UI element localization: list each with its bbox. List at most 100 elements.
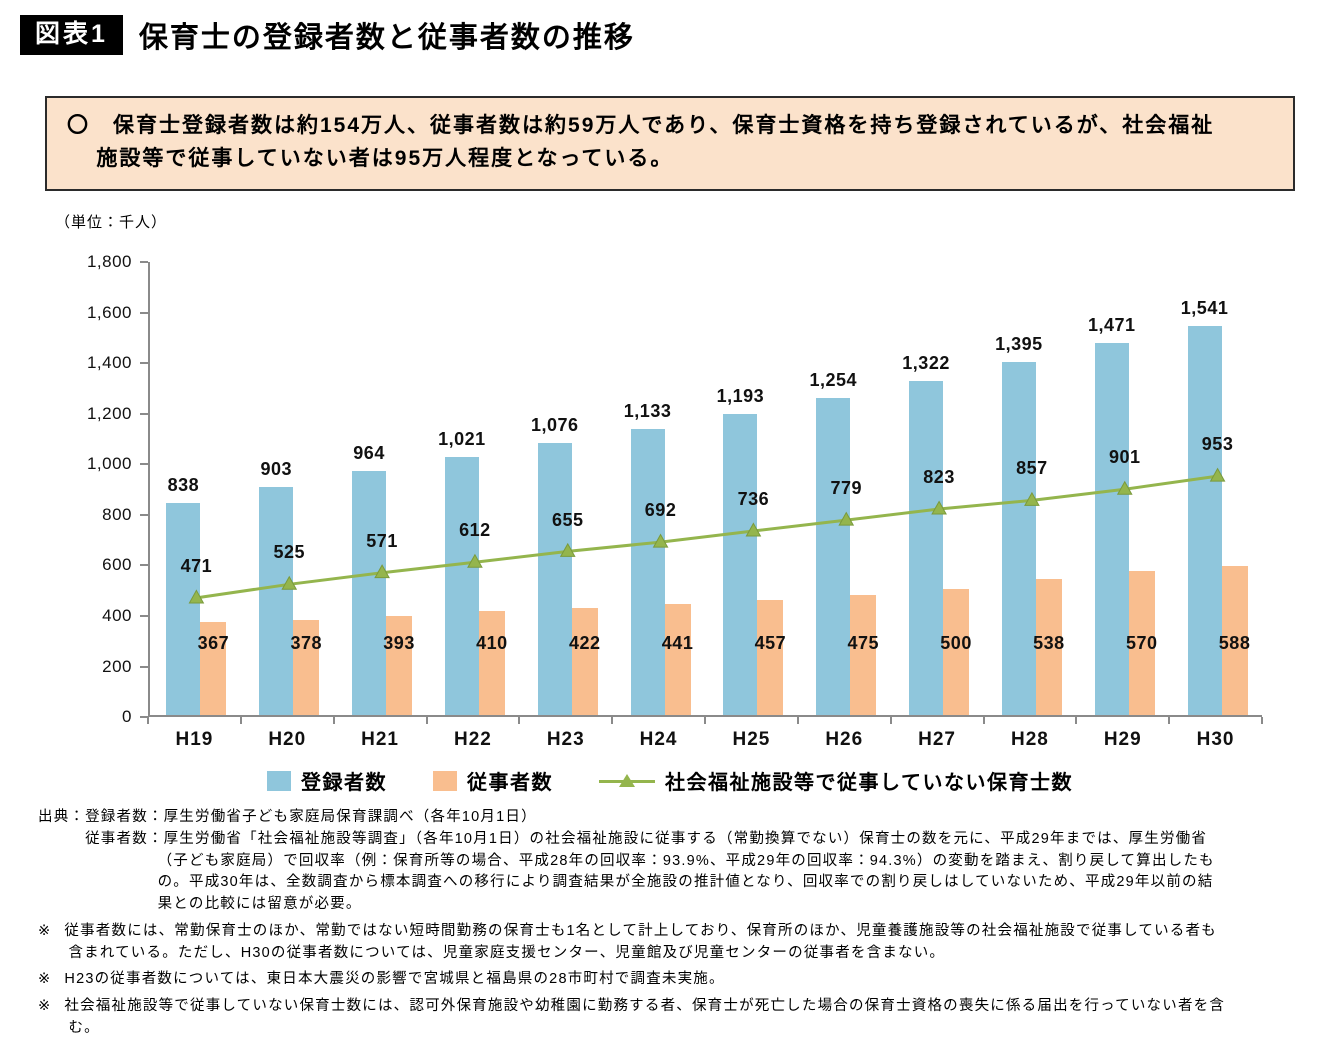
remark-2-text: H23の従事者数については、東日本大震災の影響で宮城県と福島県の28市町村で調査…	[64, 971, 725, 988]
value-label-employed: 410	[476, 633, 508, 654]
bar-employed	[386, 615, 413, 716]
source-label: 出典：	[38, 809, 86, 826]
source-content: 登録者数：厚生労働省子ども家庭局保育課調べ（各年10月1日） 従事者数：厚生労働…	[85, 807, 1225, 916]
value-label-registered: 1,193	[716, 385, 765, 406]
legend-label-not-working: 社会福祉施設等で従事していない保育士数	[665, 772, 1073, 795]
value-label-employed: 588	[1218, 633, 1251, 654]
x-axis-tick	[332, 717, 335, 725]
bar-registered	[352, 471, 387, 716]
remark-2-marker: ※	[38, 971, 52, 988]
bar-registered	[259, 486, 294, 716]
value-label-registered: 1,471	[1087, 315, 1136, 336]
value-label-employed: 538	[1033, 633, 1065, 654]
x-axis-tick	[147, 717, 149, 725]
trend-marker	[467, 553, 483, 568]
y-axis-label: 1,600	[86, 302, 132, 322]
bar-employed	[943, 588, 970, 716]
triangle-marker-icon	[619, 773, 636, 787]
bar-registered	[909, 380, 944, 716]
remark-2: ※ H23の従事者数については、東日本大震災の影響で宮城県と福島県の28市町村で調…	[38, 969, 1228, 991]
value-label-not-working: 692	[644, 500, 677, 521]
bar-registered	[1187, 325, 1222, 716]
bar-employed	[478, 611, 505, 716]
y-axis-label: 1,800	[86, 252, 132, 272]
callout-box: 〇 保育士登録者数は約154万人、従事者数は約59万人であり、保育士資格を持ち登…	[45, 96, 1295, 192]
bar-registered	[1001, 362, 1036, 716]
x-axis-tick	[889, 717, 892, 725]
value-label-not-working: 471	[180, 556, 213, 577]
bar-registered	[816, 398, 851, 716]
bar-registered	[630, 428, 665, 716]
x-axis-label: H23	[546, 729, 585, 751]
x-axis-label: H21	[361, 729, 399, 751]
trend-marker	[1209, 467, 1226, 482]
bar-registered	[537, 443, 572, 716]
value-label-registered: 1,021	[438, 429, 486, 450]
y-axis-tick	[140, 261, 148, 264]
y-axis-label: 800	[102, 504, 132, 524]
bar-registered	[1094, 343, 1129, 716]
trend-marker	[1116, 480, 1133, 495]
x-axis-label: H22	[453, 729, 492, 751]
bar-employed	[1035, 579, 1062, 716]
value-label-not-working: 823	[923, 467, 955, 488]
value-label-employed: 367	[197, 633, 230, 654]
x-axis-tick	[796, 717, 799, 725]
value-label-not-working: 779	[830, 478, 863, 499]
value-label-registered: 903	[260, 458, 293, 479]
remark-3-text: 社会福祉施設等で従事していない保育士数には、認可外保育施設や幼稚園に勤務する者、…	[64, 998, 1226, 1036]
x-axis-label: H20	[268, 729, 307, 751]
legend-label-registered: 登録者数	[301, 772, 388, 795]
unit-label: （単位：千人）	[55, 214, 168, 232]
chart-area: 838 367 471 903 378 525 964 393 571 1,021 410 612 1,…	[0, 236, 1340, 758]
bar-employed	[850, 595, 877, 716]
plot-area: 838 367 471 903 378 525 964 393 571 1,021 410 612 1,…	[148, 262, 1262, 718]
value-label-employed: 422	[568, 633, 601, 654]
x-axis-tick	[611, 717, 614, 725]
value-label-not-working: 736	[737, 489, 770, 510]
y-axis-tick	[140, 716, 148, 719]
y-axis-tick	[140, 665, 148, 668]
bar-employed	[293, 619, 320, 716]
value-label-not-working: 571	[366, 530, 398, 551]
bar-employed	[664, 603, 691, 716]
value-label-employed: 475	[847, 633, 880, 654]
x-axis-tick	[1075, 717, 1078, 725]
remark-3-marker: ※	[38, 998, 52, 1015]
y-axis-label: 200	[102, 656, 132, 676]
value-label-employed: 378	[290, 633, 323, 654]
y-axis-tick	[140, 362, 148, 365]
value-label-not-working: 525	[273, 542, 306, 563]
page-title: 保育士の登録者数と従事者数の推移	[138, 22, 635, 54]
value-label-not-working: 953	[1201, 434, 1234, 455]
y-axis-tick	[140, 311, 148, 314]
bar-employed	[1128, 571, 1155, 716]
bar-registered	[723, 413, 758, 716]
legend-item-employed: 従事者数	[433, 766, 553, 795]
value-label-registered: 838	[167, 475, 200, 496]
remark-1-text: 従事者数には、常勤保育士のほか、常勤ではない短時間勤務の保育士も1名として計上し…	[64, 922, 1217, 961]
trend-line	[196, 474, 1218, 600]
trend-line-svg	[188, 467, 1226, 604]
y-axis-tick	[140, 412, 148, 415]
bar-employed	[200, 622, 227, 716]
value-label-employed: 441	[661, 633, 694, 654]
x-axis-tick	[518, 717, 521, 725]
y-axis-tick	[140, 513, 148, 516]
notes: 出典： 登録者数：厚生労働省子ども家庭局保育課調べ（各年10月1日） 従事者数：…	[38, 807, 1312, 1040]
y-axis-label: 1,200	[86, 403, 132, 423]
figure-page: 図表1 保育士の登録者数と従事者数の推移 〇 保育士登録者数は約154万人、従事…	[0, 14, 1340, 1040]
x-axis-label: H30	[1196, 729, 1235, 751]
figure-tag: 図表1	[20, 14, 123, 56]
value-label-employed: 570	[1125, 633, 1158, 654]
legend-label-employed: 従事者数	[467, 772, 554, 795]
source-item-employed: 従事者数：厚生労働省「社会福祉施設等調査」（各年10月1日）の社会福祉施設に従事…	[85, 830, 1215, 913]
line-marker-icon	[599, 771, 656, 791]
value-label-registered: 1,133	[623, 400, 672, 421]
x-axis-label: H25	[732, 729, 771, 751]
trend-marker	[374, 564, 390, 579]
y-axis-tick	[140, 564, 148, 567]
registered-swatch-icon	[267, 770, 292, 791]
y-axis-label: 1,000	[86, 454, 132, 474]
y-axis-tick	[140, 463, 148, 466]
